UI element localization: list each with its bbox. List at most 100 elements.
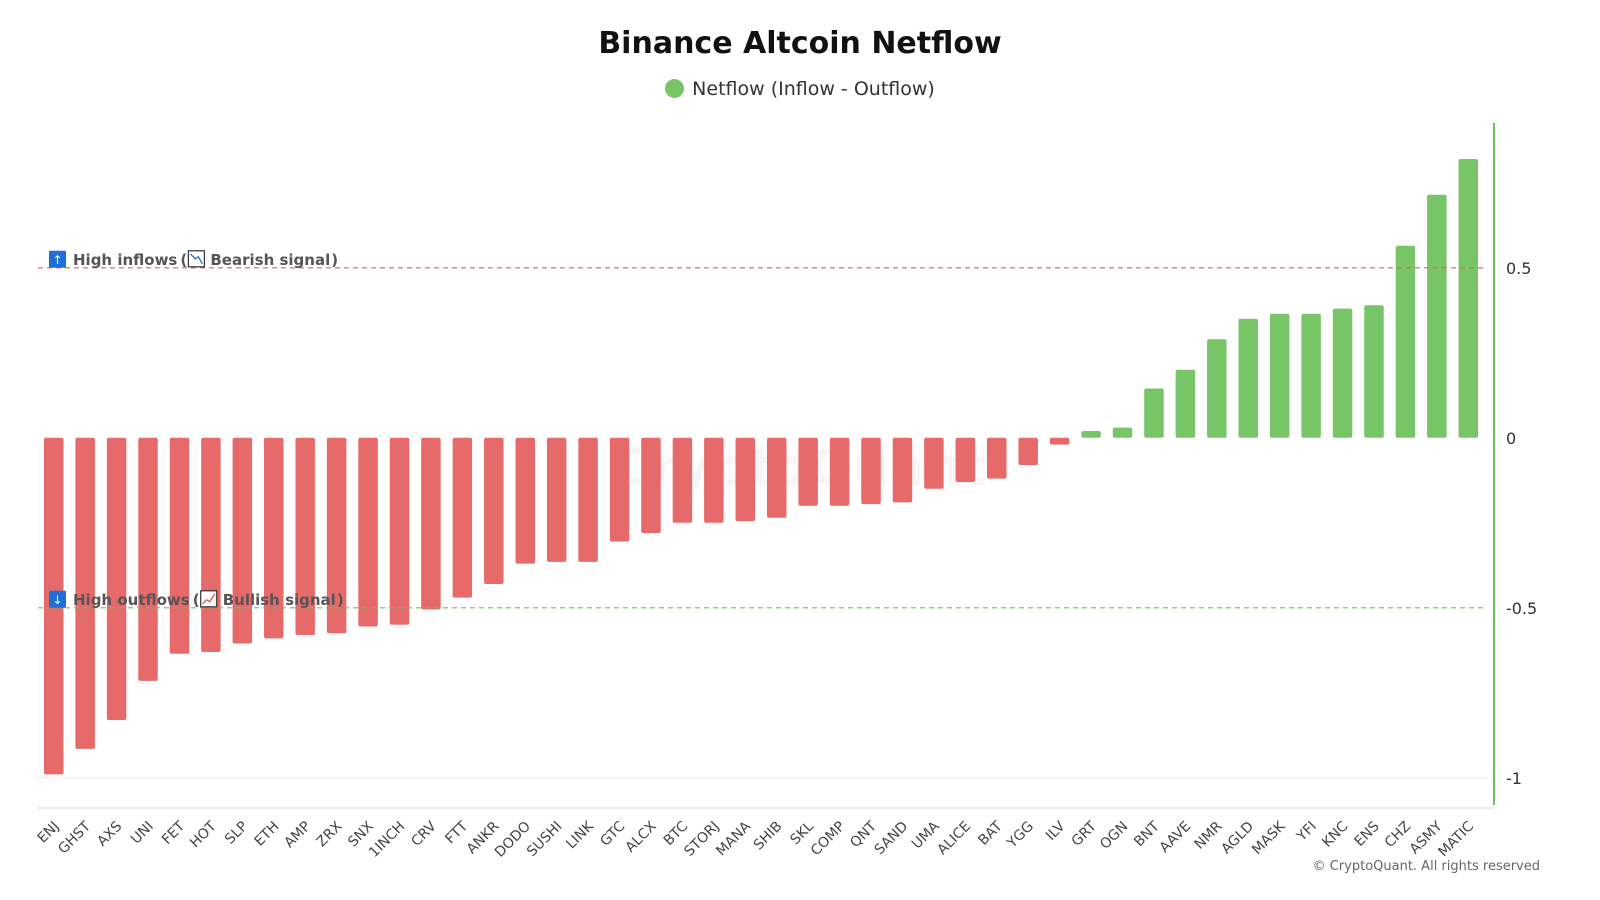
bar-agld — [1238, 318, 1258, 438]
x-tick-label: ENS — [1352, 818, 1383, 849]
bar-1inch — [389, 437, 410, 625]
arrow-up-glyph: ↑ — [52, 253, 62, 267]
y-tick-label: 0.5 — [1506, 259, 1531, 278]
legend-dot-icon — [665, 79, 685, 98]
arrow-down-glyph: ↓ — [52, 593, 62, 607]
x-tick-label: AMP — [281, 819, 314, 852]
bar-uma — [924, 437, 944, 489]
x-tick-label: ALCX — [623, 818, 661, 856]
bar-snx — [358, 437, 378, 627]
x-tick-label: ETH — [252, 819, 283, 850]
bar-gtc — [609, 437, 630, 542]
legend[interactable]: Netflow (Inflow - Outflow) — [0, 78, 1600, 100]
bar-qnt — [861, 437, 881, 505]
bar-ilv — [1049, 437, 1070, 445]
bar-skl — [798, 437, 818, 506]
x-tick-label: AGLD — [1218, 819, 1257, 858]
x-tick-label: UNI — [128, 819, 157, 848]
bar-ftt — [452, 437, 473, 598]
x-tick-label: DODO — [492, 819, 534, 861]
x-tick-label: AAVE — [1157, 819, 1195, 857]
chart-up-icon-line — [202, 593, 216, 605]
chart-title: Binance Altcoin Netflow — [598, 26, 1002, 61]
bar-asmy — [1427, 194, 1447, 438]
bar-crv — [421, 437, 441, 610]
bar-yfi — [1301, 313, 1321, 438]
bar-zrx — [326, 437, 347, 634]
x-tick-label: ZRX — [314, 818, 346, 850]
chart-down-icon-line — [189, 253, 203, 265]
arrow-down-icon — [49, 590, 66, 608]
bar-sand — [892, 437, 913, 503]
paren-close: ) — [331, 251, 338, 269]
y-tick-label: -0.5 — [1506, 599, 1537, 618]
bar-nmr — [1207, 339, 1227, 438]
x-tick-label: LINK — [563, 818, 597, 852]
bar-knc — [1332, 308, 1353, 438]
x-tick-label: OGN — [1097, 819, 1131, 853]
bar-aave — [1175, 369, 1196, 438]
x-tick-label: MANA — [713, 818, 754, 859]
bar-fet — [169, 437, 190, 654]
bar-comp — [829, 437, 850, 506]
y-tick-label: -1 — [1506, 769, 1522, 788]
x-tick-label: ALICE — [934, 819, 974, 859]
bar-axs — [106, 437, 127, 720]
paren-close: ) — [337, 591, 344, 609]
bar-shib — [766, 437, 787, 518]
bar-slp — [232, 437, 253, 644]
bar-mana — [735, 437, 756, 522]
bar-chz — [1395, 245, 1416, 438]
bar-alcx — [641, 437, 661, 533]
chart-up-icon — [200, 590, 218, 608]
bar-amp — [295, 437, 315, 635]
bar-hot — [201, 437, 221, 652]
x-tick-label: 1INCH — [366, 819, 408, 861]
paren-open: ( — [180, 251, 187, 269]
bar-matic — [1458, 159, 1479, 438]
copyright: © CryptoQuant. All rights reserved — [1312, 859, 1540, 874]
x-tick-label: STORJ — [681, 819, 722, 860]
bar-uni — [138, 437, 158, 681]
x-tick-label: MASK — [1249, 818, 1289, 858]
x-tick-label: SAND — [872, 819, 912, 859]
x-tick-label: COMP — [808, 819, 849, 860]
arrow-up-icon — [49, 250, 66, 268]
bar-grt — [1081, 431, 1101, 438]
bar-alice — [955, 437, 976, 482]
x-tick-label: ILV — [1043, 818, 1069, 844]
paren-open: ( — [193, 591, 200, 609]
bar-ankr — [484, 437, 504, 584]
bar-btc — [672, 437, 693, 523]
bar-storj — [704, 437, 724, 523]
x-tick-label: CRV — [408, 818, 440, 850]
bar-ens — [1364, 305, 1384, 438]
bar-bat — [987, 437, 1007, 479]
bar-dodo — [515, 437, 535, 564]
threshold-label-main: High inflows — [73, 251, 177, 269]
y-tick-label: 0 — [1506, 429, 1516, 448]
x-tick-label: SHIB — [751, 819, 786, 854]
bar-ogn — [1112, 427, 1133, 438]
legend-label: Netflow (Inflow - Outflow) — [692, 78, 935, 100]
x-tick-label: GRT — [1069, 818, 1101, 850]
x-tick-label: YFI — [1293, 819, 1320, 846]
x-tick-label: SUSHI — [524, 819, 565, 860]
x-tick-label: FET — [159, 818, 189, 848]
bar-ygg — [1018, 437, 1038, 465]
threshold-label-signal: Bullish signal — [223, 591, 336, 609]
x-tick-label: SLP — [222, 819, 251, 848]
bar-ghst — [75, 437, 95, 749]
bar-bnt — [1144, 388, 1164, 438]
x-tick-label: GHST — [55, 818, 94, 857]
x-tick-label: AXS — [94, 818, 125, 849]
bar-eth — [264, 437, 284, 639]
bar-mask — [1269, 313, 1290, 438]
x-tick-label: KNC — [1319, 818, 1351, 850]
bar-link — [578, 437, 598, 562]
threshold-label-signal: Bearish signal — [210, 251, 330, 269]
x-tick-label: BAT — [975, 818, 1005, 848]
x-tick-label: HOT — [187, 818, 220, 851]
threshold-label-main: High outflows — [73, 591, 190, 609]
